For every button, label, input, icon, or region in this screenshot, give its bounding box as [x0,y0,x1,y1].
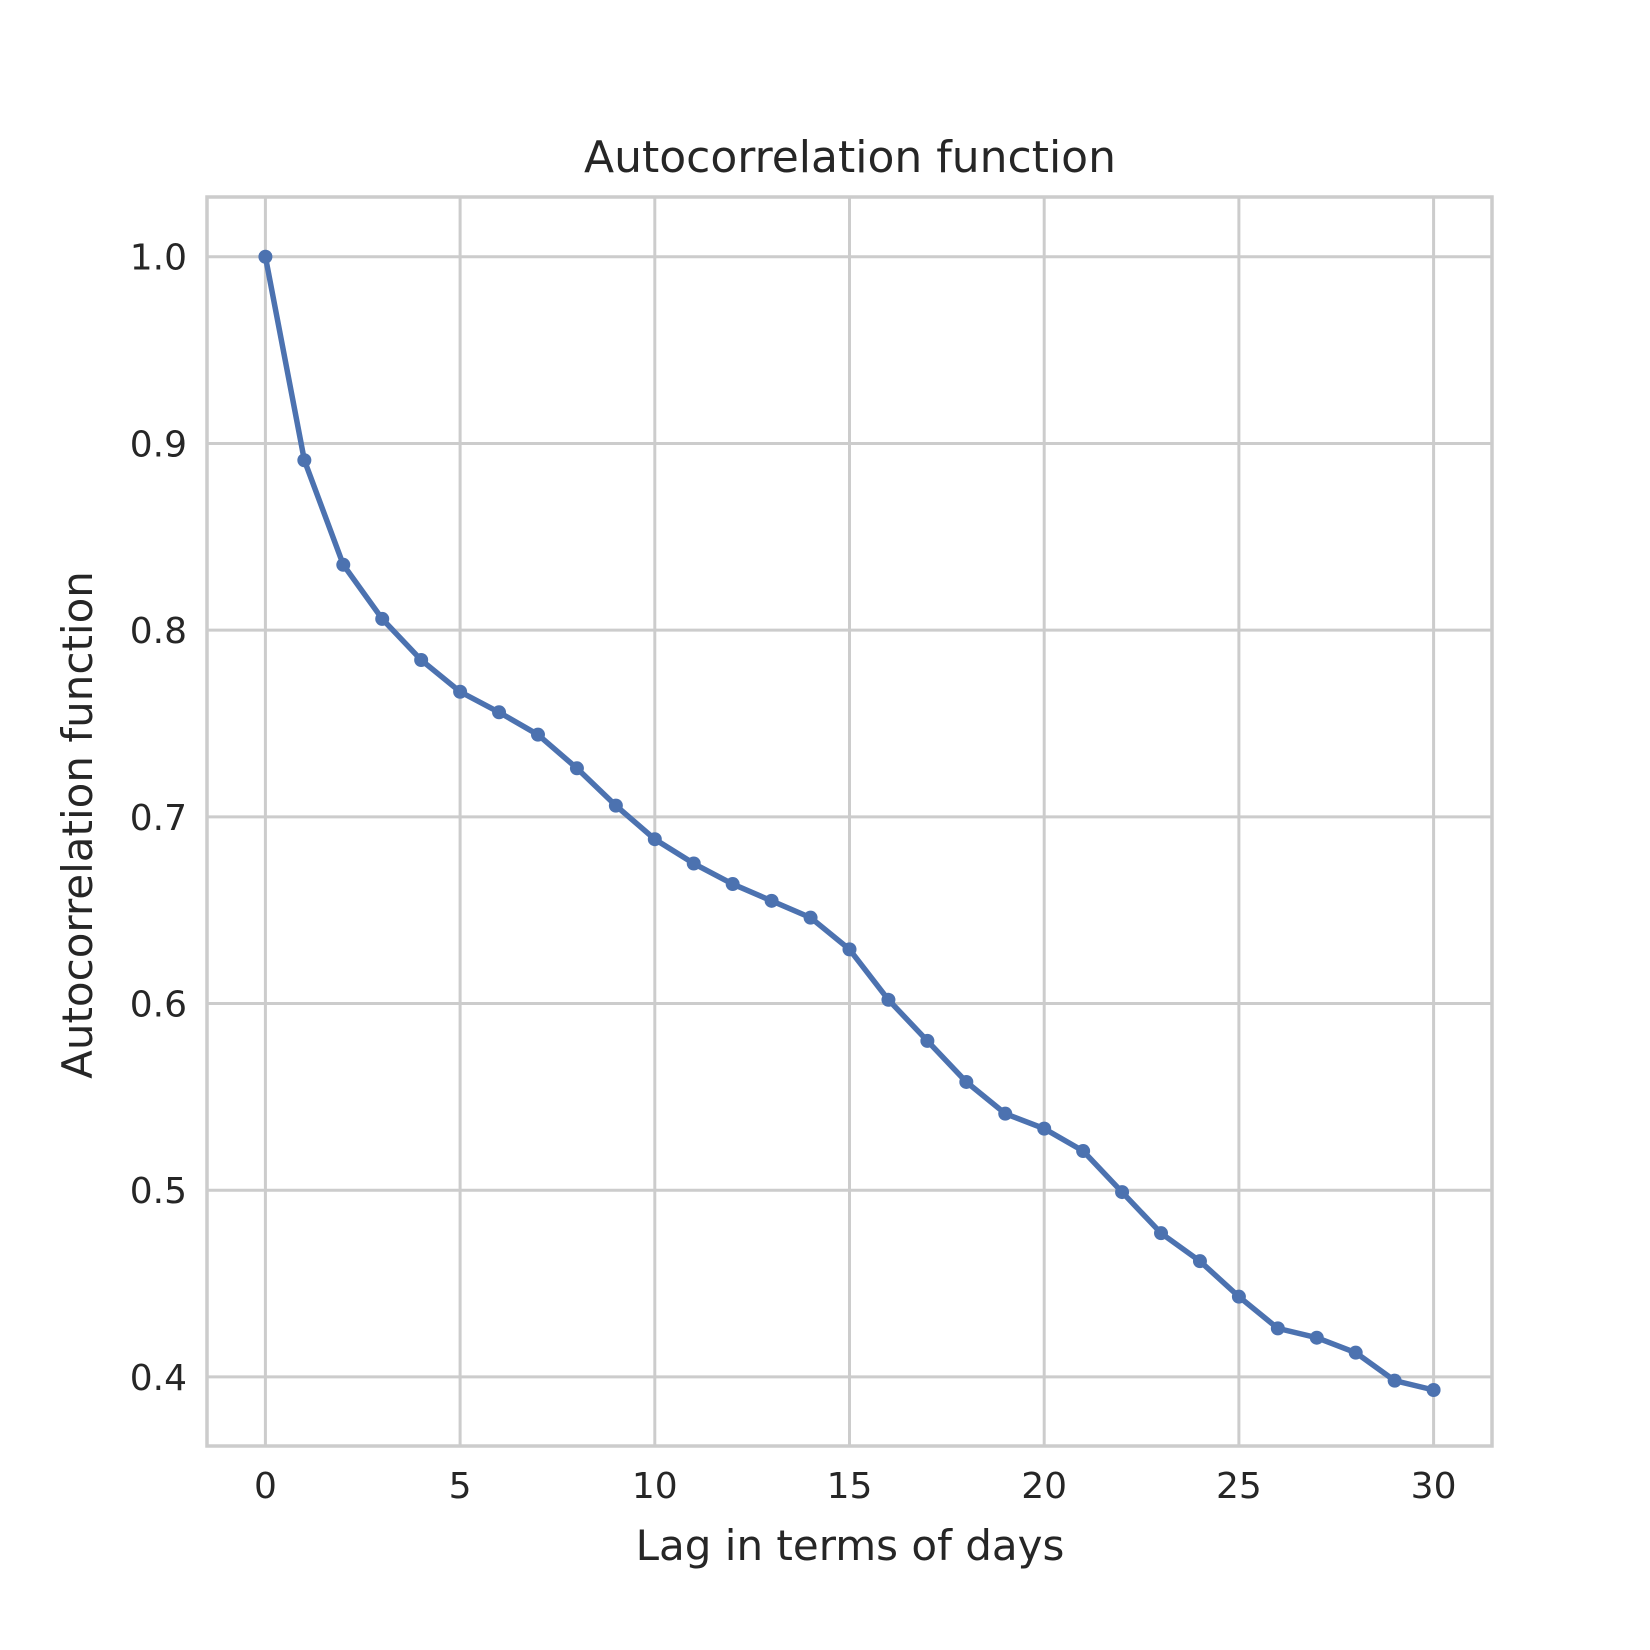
data-point [1426,1382,1441,1397]
data-point [1037,1121,1052,1136]
plot-frame [205,195,1494,1448]
y-tick-label: 0.9 [130,424,187,465]
x-axis-label: Lag in terms of days [636,1521,1065,1570]
y-tick-label: 0.8 [130,611,187,652]
x-tick-label: 25 [1216,1466,1262,1507]
x-tick-labels: 0 5 10 15 20 25 30 [254,1466,1457,1507]
data-point [258,249,273,264]
y-tick-label: 1.0 [130,238,187,279]
y-tick-label: 0.4 [130,1358,187,1399]
data-point [1387,1373,1402,1388]
data-point [1309,1330,1324,1345]
y-tick-label: 0.6 [130,985,187,1026]
series-group [258,249,1441,1397]
data-point [842,942,857,957]
data-point [764,893,779,908]
y-tick-labels: 0.4 0.5 0.6 0.7 0.8 0.9 1.0 [130,238,187,1399]
data-point [881,992,896,1007]
data-point [725,877,740,892]
data-point [1270,1321,1285,1336]
data-point [686,856,701,871]
y-axis-label: Autocorrelation function [53,571,102,1079]
data-point [453,684,468,699]
chart-title: Autocorrelation function [584,132,1116,183]
data-point [530,727,545,742]
data-point [608,798,623,813]
x-tick-label: 0 [254,1466,277,1507]
x-tick-label: 20 [1021,1466,1067,1507]
data-point [375,611,390,626]
data-point [1192,1254,1207,1269]
y-tick-label: 0.5 [130,1171,187,1212]
data-point [998,1106,1013,1121]
data-point [1115,1185,1130,1200]
data-point [1231,1289,1246,1304]
x-tick-label: 10 [632,1466,678,1507]
x-tick-label: 30 [1411,1466,1457,1507]
data-point [336,557,351,572]
x-tick-label: 15 [827,1466,873,1507]
data-point [803,910,818,925]
data-point [1154,1226,1169,1241]
data-point [920,1033,935,1048]
y-tick-label: 0.7 [130,798,187,839]
data-point [492,705,507,720]
grid-lines [207,197,1492,1446]
data-point [1348,1345,1363,1360]
data-point [297,453,312,468]
x-tick-label: 5 [449,1466,472,1507]
data-point [414,653,429,668]
data-point [959,1074,974,1089]
data-point [569,761,584,776]
data-point [1076,1144,1091,1159]
data-point [647,832,662,847]
